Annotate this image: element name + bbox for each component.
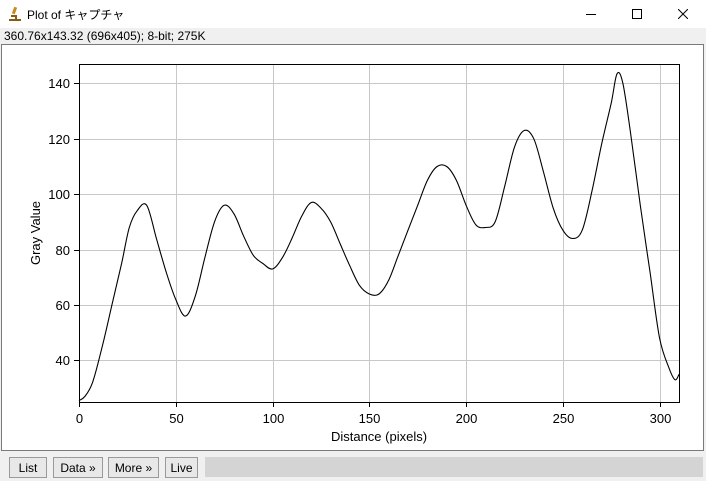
close-button[interactable] [660,0,706,28]
plot-area-border [79,64,680,403]
x-tick-label: 200 [456,411,478,426]
microscope-icon [8,6,22,22]
grid [79,64,679,402]
y-axis-label: Gray Value [28,201,43,265]
window-title: Plot of キャプチャ [27,8,125,22]
image-info: 360.76x143.32 (696x405); 8-bit; 275K [4,29,206,43]
status-field [205,457,703,477]
y-tick-label: 100 [48,187,70,202]
x-tick-label: 150 [359,411,381,426]
live-button[interactable]: Live [165,457,198,478]
more-button[interactable]: More » [108,457,159,478]
y-tick-label: 40 [56,353,70,368]
button-bar: List Data » More » Live [0,454,706,481]
y-tick-label: 80 [56,243,70,258]
x-tick-label: 250 [553,411,575,426]
list-button[interactable]: List [9,457,47,478]
maximize-button[interactable] [614,0,660,28]
plot-panel: 0 50 100 150 200 250 300 40 60 80 100 120 140 Distan… [1,44,704,451]
data-button[interactable]: Data » [53,457,103,478]
y-tick-label: 120 [48,132,70,147]
x-tick-label: 0 [76,411,83,426]
profile-plot: 0 50 100 150 200 250 300 40 60 80 100 120 140 Distan… [28,64,680,444]
y-tick-label: 60 [56,298,70,313]
minimize-button[interactable] [568,0,614,28]
x-axis-label: Distance (pixels) [331,429,427,444]
x-tick-label: 50 [169,411,183,426]
x-tick-label: 300 [650,411,672,426]
y-tick-label: 140 [48,76,70,91]
axis-ticks: 0 50 100 150 200 250 300 40 60 80 100 120 140 [48,76,671,426]
title-bar: Plot of キャプチャ [0,0,706,28]
x-tick-label: 100 [263,411,285,426]
series-line [78,71,680,402]
